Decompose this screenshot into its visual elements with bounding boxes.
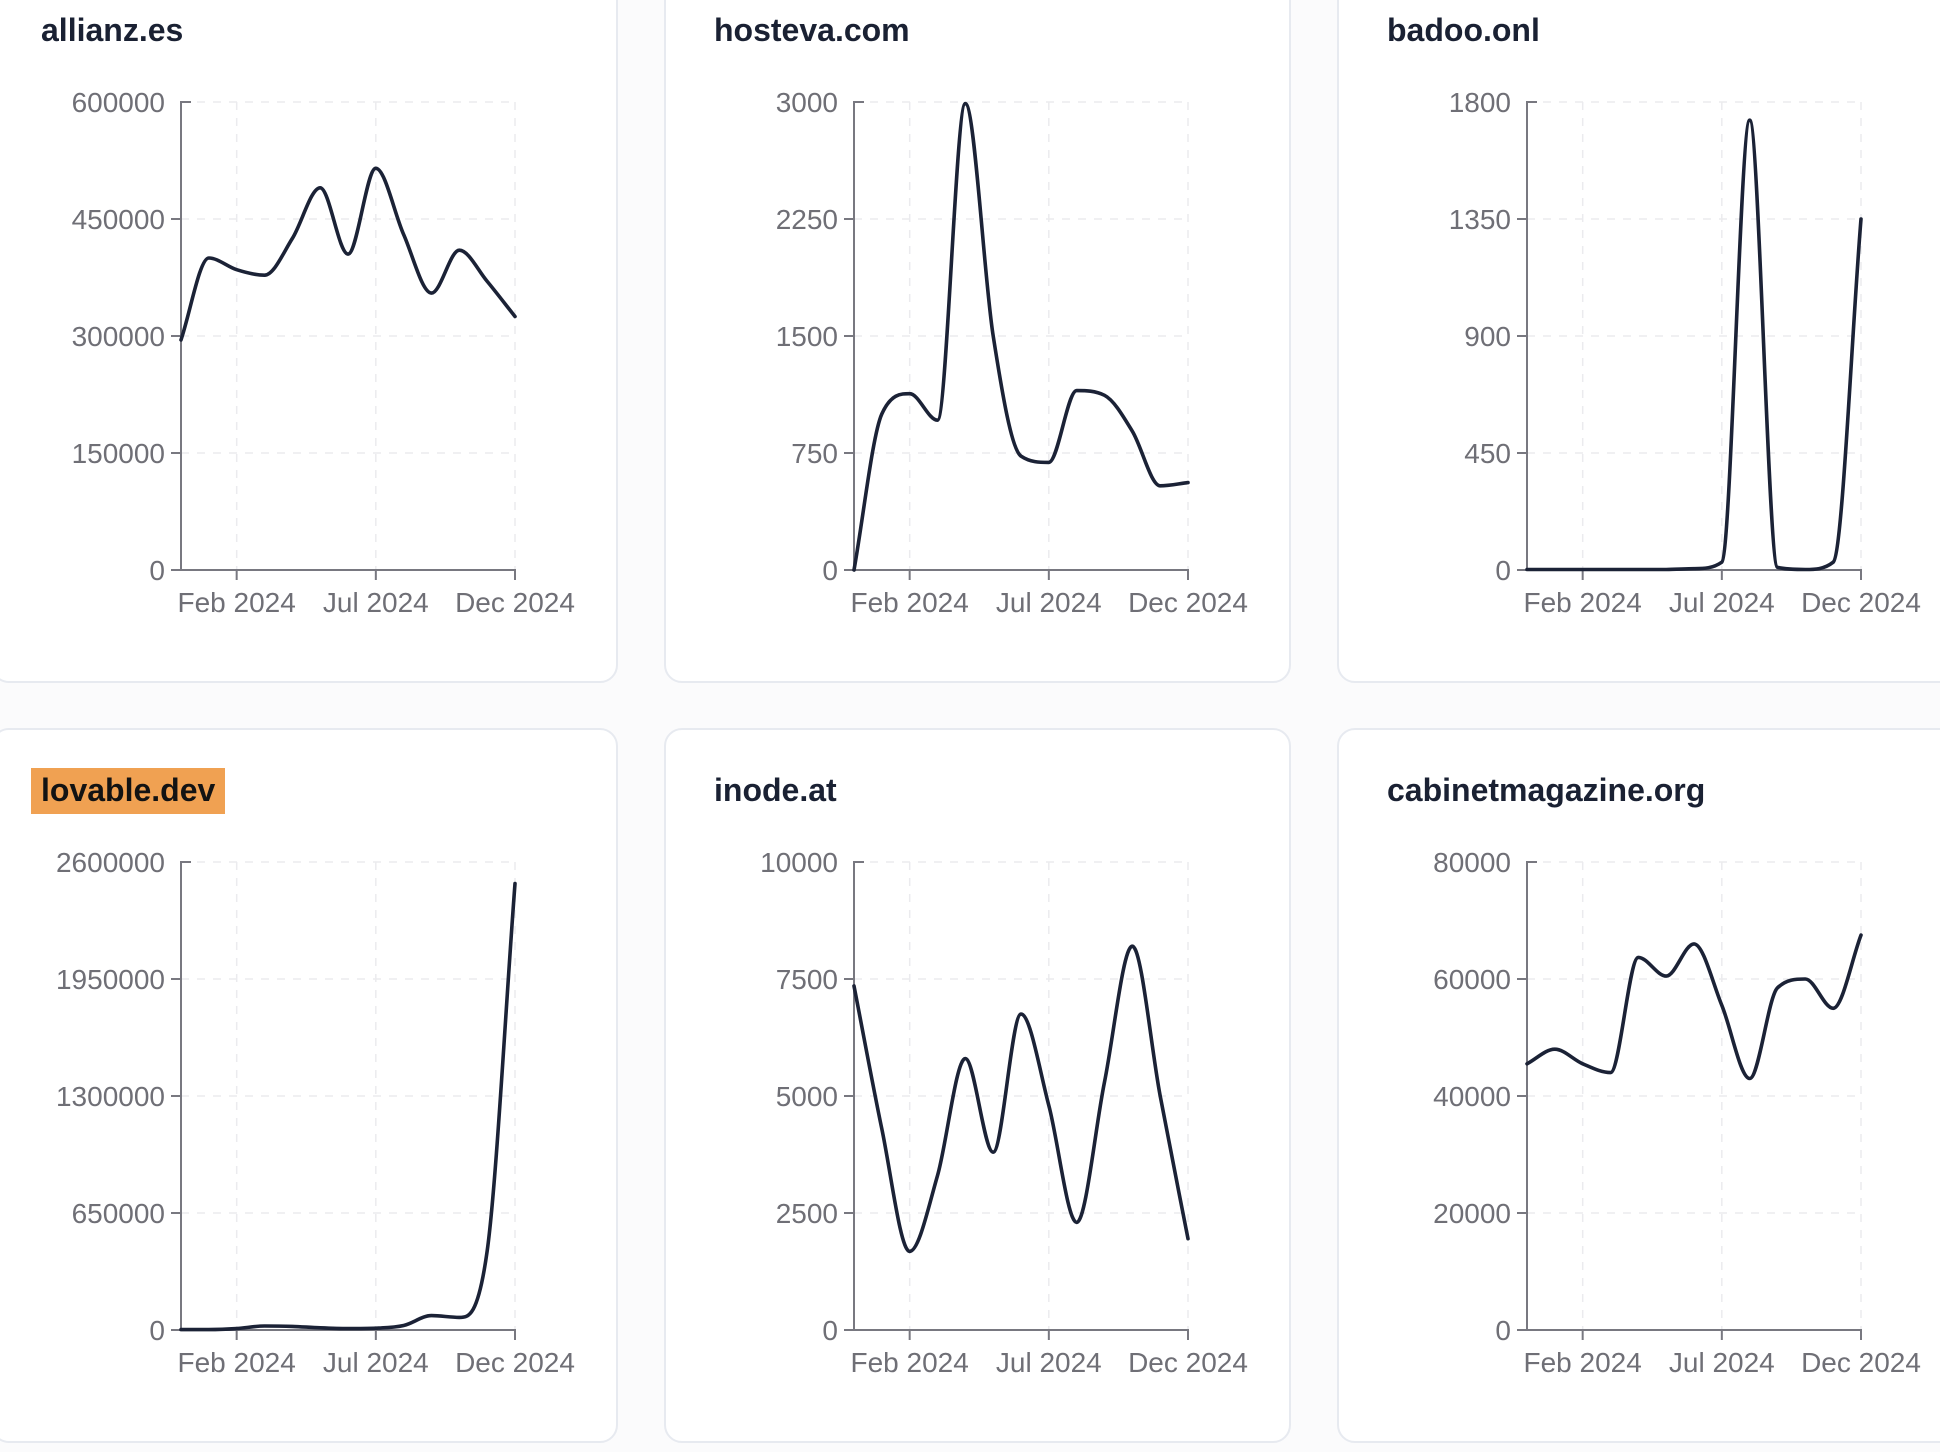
- x-axis-tick-label: Jul 2024: [996, 1347, 1102, 1378]
- series-line: [852, 944, 1190, 1254]
- y-axis-tick-label: 600000: [72, 87, 165, 118]
- axis-ticks: [1517, 978, 1862, 1340]
- y-axis-tick-label: 0: [1495, 1315, 1511, 1346]
- axis-ticks: [171, 978, 516, 1340]
- gridlines: [181, 101, 516, 570]
- chart-title: lovable.dev: [31, 768, 226, 814]
- chart-card-inode-at: inode.at 0 2500 5000 7500 10000 Feb 2024 Jul 2…: [664, 728, 1291, 1443]
- x-axis-tick-label: Jul 2024: [1669, 1347, 1775, 1378]
- gridlines: [1527, 861, 1862, 1330]
- axis-ticks: [171, 218, 516, 580]
- axis-ticks: [844, 978, 1189, 1340]
- axis-domain: [180, 101, 516, 580]
- x-axis-tick-label: Dec 2024: [1128, 1347, 1248, 1378]
- series-line: [1525, 933, 1863, 1081]
- y-axis-tick-label: 0: [822, 555, 838, 586]
- y-axis-tick-label: 0: [822, 1315, 838, 1346]
- axis-domain: [1526, 861, 1862, 1340]
- chart-title-text: hosteva.com: [714, 12, 910, 48]
- chart-title-text: allianz.es: [41, 12, 184, 48]
- gridlines: [854, 101, 1189, 570]
- series-line: [1525, 118, 1863, 572]
- y-axis-tick-label: 1800: [1449, 87, 1511, 118]
- line-chart: 0 150000 300000 450000 600000 Feb 2024 Jul 202…: [72, 87, 575, 618]
- y-axis-tick-label: 450: [1464, 438, 1511, 469]
- chart-title: hosteva.com: [714, 12, 910, 49]
- x-axis-tick-label: Feb 2024: [851, 1347, 969, 1378]
- line-chart: 0 750 1500 2250 3000 Feb 2024 Jul 2024 Dec 2024: [776, 87, 1248, 618]
- x-axis-tick-label: Feb 2024: [178, 1347, 296, 1378]
- x-axis-tick-label: Jul 2024: [323, 1347, 429, 1378]
- y-axis-tick-label: 3000: [776, 87, 838, 118]
- x-axis-tick-label: Jul 2024: [996, 587, 1102, 618]
- axis-ticks: [1517, 218, 1862, 580]
- y-axis-tick-label: 0: [149, 555, 165, 586]
- line-chart: 0 450 900 1350 1800 Feb 2024 Jul 2024 Dec 2024: [1449, 87, 1921, 618]
- chart-title-text: inode.at: [714, 772, 837, 808]
- series-line: [179, 166, 517, 342]
- chart-title-text: cabinetmagazine.org: [1387, 772, 1706, 808]
- y-axis-tick-label: 450000: [72, 204, 165, 235]
- axis-domain: [1526, 101, 1862, 580]
- y-axis-tick-label: 1950000: [56, 964, 165, 995]
- axis-domain: [180, 861, 516, 1340]
- chart-card-allianz-es: allianz.es 0 150000 300000 450000 600000 Feb …: [0, 0, 618, 683]
- chart-title: badoo.onl: [1387, 12, 1540, 49]
- x-axis-tick-label: Dec 2024: [1801, 587, 1921, 618]
- y-axis-tick-label: 60000: [1433, 964, 1511, 995]
- x-axis-tick-label: Jul 2024: [1669, 587, 1775, 618]
- chart-title: inode.at: [714, 772, 837, 809]
- series-line: [852, 101, 1190, 572]
- chart-card-hosteva-com: hosteva.com 0 750 1500 2250 3000 Feb 2024 Jul …: [664, 0, 1291, 683]
- y-axis-tick-label: 150000: [72, 438, 165, 469]
- x-axis-tick-label: Dec 2024: [1128, 587, 1248, 618]
- axis-domain: [853, 101, 1189, 580]
- chart-title: cabinetmagazine.org: [1387, 772, 1705, 809]
- x-axis-tick-label: Feb 2024: [1524, 1347, 1642, 1378]
- x-axis-tick-label: Feb 2024: [851, 587, 969, 618]
- chart-title-text-highlighted: lovable.dev: [31, 768, 226, 814]
- chart-card-badoo-onl: badoo.onl 0 450 900 1350 1800 Feb 2024 Jul 202…: [1337, 0, 1940, 683]
- x-axis-tick-label: Jul 2024: [323, 587, 429, 618]
- y-axis-tick-label: 0: [1495, 555, 1511, 586]
- gridlines: [181, 861, 516, 1330]
- y-axis-tick-label: 900: [1464, 321, 1511, 352]
- line-chart: 0 20000 40000 60000 80000 Feb 2024 Jul 2024 Dec…: [1433, 847, 1921, 1378]
- y-axis-tick-label: 1350: [1449, 204, 1511, 235]
- y-axis-tick-label: 2600000: [56, 847, 165, 878]
- y-axis-tick-label: 10000: [760, 847, 838, 878]
- x-axis-tick-label: Feb 2024: [178, 587, 296, 618]
- y-axis-tick-label: 2500: [776, 1198, 838, 1229]
- y-axis-tick-label: 1500: [776, 321, 838, 352]
- chart-title: allianz.es: [41, 12, 183, 49]
- x-axis-tick-label: Feb 2024: [1524, 587, 1642, 618]
- x-axis-tick-label: Dec 2024: [1801, 1347, 1921, 1378]
- y-axis-tick-label: 0: [149, 1315, 165, 1346]
- y-axis-tick-label: 650000: [72, 1198, 165, 1229]
- y-axis-tick-label: 40000: [1433, 1081, 1511, 1112]
- series-line: [179, 881, 517, 1332]
- x-axis-tick-label: Dec 2024: [455, 1347, 575, 1378]
- y-axis-tick-label: 1300000: [56, 1081, 165, 1112]
- chart-card-cabinetmagazine-org: cabinetmagazine.org 0 20000 40000 60000 8000…: [1337, 728, 1940, 1443]
- y-axis-tick-label: 2250: [776, 204, 838, 235]
- gridlines: [1527, 101, 1862, 570]
- axis-domain: [853, 861, 1189, 1340]
- chart-title-text: badoo.onl: [1387, 12, 1540, 48]
- line-chart: 0 650000 1300000 1950000 2600000 Feb 2024 Jul …: [56, 847, 575, 1378]
- y-axis-tick-label: 750: [791, 438, 838, 469]
- gridlines: [854, 861, 1189, 1330]
- line-chart: 0 2500 5000 7500 10000 Feb 2024 Jul 2024 Dec 20…: [760, 847, 1248, 1378]
- y-axis-tick-label: 20000: [1433, 1198, 1511, 1229]
- y-axis-tick-label: 7500: [776, 964, 838, 995]
- y-axis-tick-label: 5000: [776, 1081, 838, 1112]
- y-axis-tick-label: 80000: [1433, 847, 1511, 878]
- x-axis-tick-label: Dec 2024: [455, 587, 575, 618]
- axis-ticks: [844, 218, 1189, 580]
- y-axis-tick-label: 300000: [72, 321, 165, 352]
- chart-card-lovable-dev: lovable.dev 0 650000 1300000 1950000 2600000…: [0, 728, 618, 1443]
